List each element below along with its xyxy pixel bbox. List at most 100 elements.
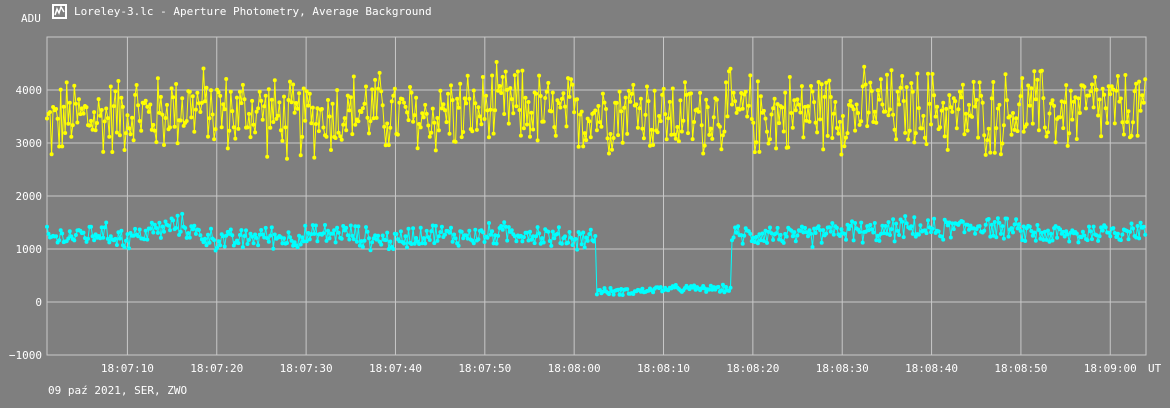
data-point bbox=[528, 134, 532, 139]
data-point bbox=[768, 137, 772, 142]
data-point bbox=[310, 105, 315, 110]
data-point bbox=[734, 110, 739, 115]
data-point bbox=[491, 131, 496, 136]
data-point bbox=[162, 143, 166, 147]
data-point bbox=[520, 239, 525, 244]
data-point bbox=[610, 289, 614, 294]
data-point bbox=[780, 105, 785, 110]
data-point bbox=[278, 128, 283, 133]
data-point bbox=[154, 140, 159, 145]
data-point bbox=[268, 125, 273, 130]
data-point bbox=[263, 225, 268, 230]
data-point bbox=[206, 232, 210, 237]
data-point bbox=[711, 115, 716, 120]
data-point bbox=[244, 228, 248, 233]
data-point bbox=[1001, 236, 1006, 241]
data-point bbox=[171, 95, 176, 100]
data-point bbox=[626, 88, 631, 93]
data-point bbox=[965, 222, 970, 227]
data-point bbox=[187, 235, 192, 240]
data-point bbox=[1029, 229, 1034, 233]
data-point bbox=[535, 225, 540, 230]
data-point bbox=[1000, 141, 1005, 146]
x-tick-label: 18:08:20 bbox=[726, 362, 779, 375]
data-point bbox=[49, 152, 54, 157]
data-point bbox=[272, 232, 277, 237]
data-point bbox=[728, 285, 733, 290]
data-point bbox=[819, 82, 824, 87]
data-point bbox=[681, 118, 686, 123]
data-point bbox=[863, 229, 868, 234]
data-point bbox=[122, 245, 127, 250]
data-point bbox=[572, 110, 577, 115]
data-point bbox=[1014, 217, 1019, 222]
data-point bbox=[465, 236, 470, 241]
data-point bbox=[344, 225, 349, 230]
data-point bbox=[482, 117, 487, 121]
data-point bbox=[727, 288, 731, 293]
data-point bbox=[107, 134, 112, 139]
data-point bbox=[505, 238, 510, 243]
data-point bbox=[781, 240, 786, 245]
data-point bbox=[449, 83, 453, 88]
data-point bbox=[301, 239, 306, 244]
data-point bbox=[619, 109, 624, 114]
data-point bbox=[122, 148, 127, 152]
data-point bbox=[1035, 77, 1040, 82]
data-point bbox=[81, 111, 86, 116]
data-point bbox=[371, 116, 376, 121]
data-point bbox=[970, 114, 974, 119]
data-point bbox=[385, 230, 390, 235]
data-point bbox=[382, 124, 387, 129]
data-point bbox=[312, 155, 317, 160]
data-point bbox=[406, 226, 411, 231]
data-point bbox=[676, 139, 681, 144]
data-point bbox=[1090, 237, 1094, 242]
data-point bbox=[282, 236, 286, 241]
data-point bbox=[985, 138, 990, 143]
data-point bbox=[1121, 132, 1126, 137]
data-point bbox=[192, 129, 197, 134]
data-point bbox=[341, 224, 346, 228]
data-point bbox=[102, 119, 107, 124]
data-point bbox=[92, 238, 97, 243]
data-point bbox=[1076, 96, 1081, 101]
data-point bbox=[392, 86, 397, 91]
data-point bbox=[155, 230, 160, 235]
data-point bbox=[926, 218, 930, 223]
data-point bbox=[789, 228, 794, 233]
data-point bbox=[1011, 230, 1015, 235]
data-point bbox=[912, 215, 917, 220]
data-point bbox=[479, 122, 484, 127]
data-point bbox=[360, 106, 365, 111]
data-point bbox=[1049, 231, 1053, 236]
data-point bbox=[184, 119, 189, 123]
data-point bbox=[962, 132, 967, 137]
data-point bbox=[1112, 231, 1117, 235]
data-point bbox=[965, 128, 970, 133]
data-point bbox=[321, 125, 326, 130]
data-point bbox=[1099, 134, 1104, 139]
grid bbox=[47, 37, 1146, 356]
data-point bbox=[684, 92, 689, 97]
data-point bbox=[798, 110, 803, 115]
data-point bbox=[347, 237, 352, 242]
data-point bbox=[108, 84, 113, 89]
data-point bbox=[353, 122, 358, 127]
data-point bbox=[939, 108, 944, 113]
data-point bbox=[950, 221, 955, 226]
data-point bbox=[930, 226, 935, 231]
data-point bbox=[825, 133, 830, 138]
data-point bbox=[897, 233, 902, 237]
data-point bbox=[310, 223, 315, 228]
data-point bbox=[183, 226, 188, 230]
data-point bbox=[291, 82, 296, 87]
data-point bbox=[1067, 239, 1072, 244]
data-point bbox=[973, 231, 978, 236]
data-point bbox=[218, 93, 223, 98]
data-point bbox=[221, 234, 226, 239]
data-point bbox=[1134, 81, 1139, 86]
data-point bbox=[1131, 120, 1135, 125]
data-point bbox=[719, 288, 724, 293]
data-point bbox=[319, 107, 324, 111]
